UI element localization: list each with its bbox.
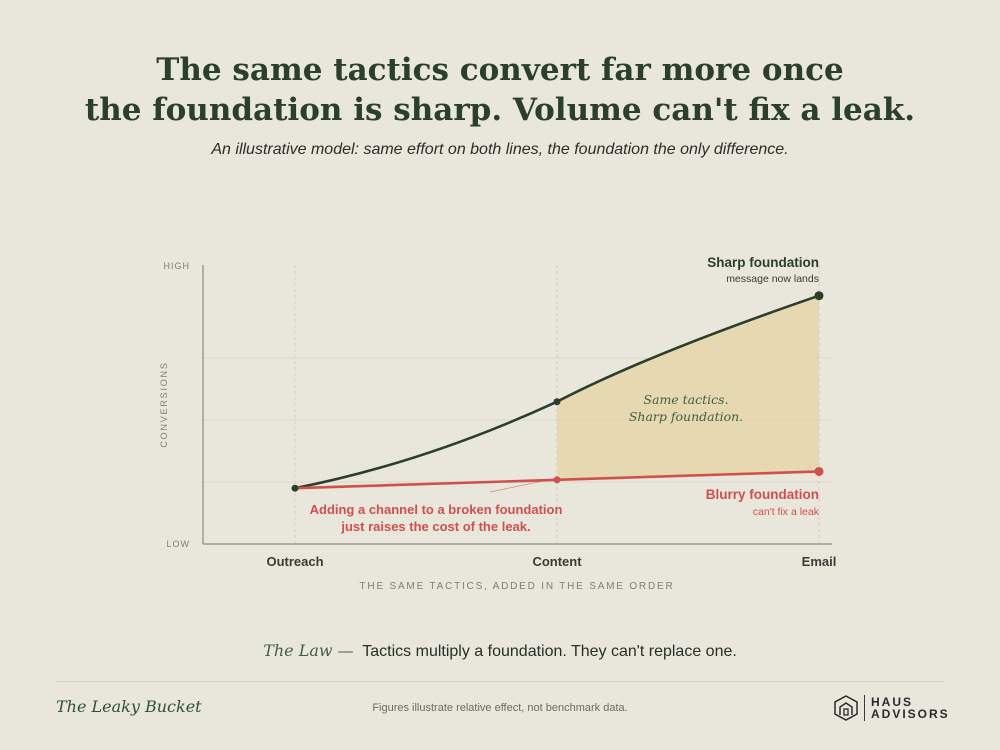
gap-area [557,295,819,480]
line-chart: HIGH LOW CONVERSIONS Outreach Content Emai… [159,255,836,592]
haus-advisors-logo: HAUS ADVISORS [834,695,950,721]
chart-subtitle: An illustrative model: same effort on bo… [211,141,789,158]
x-axis-label: THE SAME TACTICS, ADDED IN THE SAME ORDE… [360,581,675,592]
x-tick-label: Outreach [266,554,323,569]
title-line-1: The same tactics convert far more once [156,52,844,88]
chart-title: The same tactics convert far more once t… [0,50,1000,130]
logo-separator [864,695,865,721]
callout-line-2: just raises the cost of the leak. [340,519,530,534]
series-note-blurry: can't fix a leak [753,506,820,518]
law-label: The Law — [263,641,354,660]
law-statement: The Law — Tactics multiply a foundation.… [0,641,1000,661]
footer-note: Figures illustrate relative effect, not … [372,702,628,714]
point-blurry [553,476,561,484]
x-tick-label: Content [532,554,582,569]
point-sharp [814,291,824,301]
logo-text: HAUS ADVISORS [871,696,950,720]
point-blurry [814,466,824,476]
law-text: Tactics multiply a foundation. They can'… [362,643,737,660]
gap-annotation-line-1: Same tactics. [643,392,728,407]
series-label-sharp: Sharp foundation [707,255,819,270]
x-tick-label: Email [802,554,837,569]
point-sharp [291,484,299,492]
logo-line-2: ADVISORS [871,707,950,721]
callout-line-1: Adding a channel to a broken foundation [310,502,563,517]
y-tick-high: HIGH [164,261,191,271]
footer-divider [56,681,944,682]
y-tick-low: LOW [166,539,190,549]
title-line-2: the foundation is sharp. Volume can't fi… [84,92,916,128]
series-note-sharp: message now lands [726,273,819,285]
gap-annotation-line-2: Sharp foundation. [629,409,743,424]
footer-brand: The Leaky Bucket [56,697,202,716]
house-icon [834,695,858,721]
data-points [291,291,824,492]
x-tick-labels: Outreach Content Email [266,554,836,569]
y-axis-label: CONVERSIONS [159,361,169,447]
logo-line-1: HAUS [871,695,914,709]
point-sharp [553,398,561,406]
series-label-blurry: Blurry foundation [706,487,819,502]
callout-pointer [489,479,549,493]
